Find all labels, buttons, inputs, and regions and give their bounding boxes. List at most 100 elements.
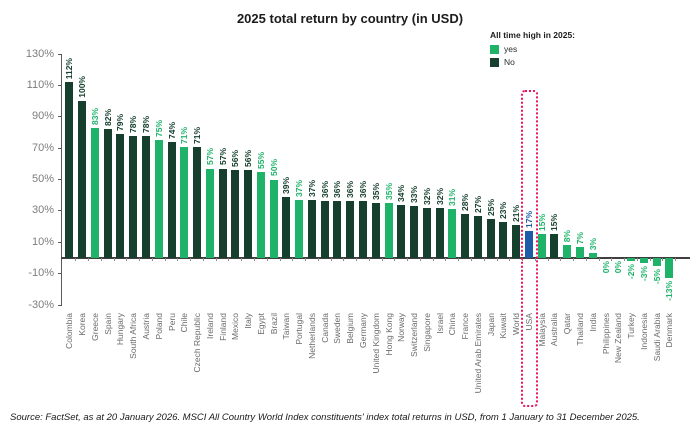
bar-value-label: 78% [128, 115, 139, 133]
bar [537, 234, 546, 258]
bar-column: 74% [165, 54, 179, 305]
bar [141, 135, 150, 258]
bar-column: 8% [561, 54, 575, 305]
y-axis-tick-label: 70% [31, 141, 54, 154]
bar-value-label: 3% [587, 237, 598, 251]
country-label-cell: Sweden [331, 313, 344, 413]
bar-value-label: 32% [434, 187, 445, 205]
country-label: United Kingdom [370, 313, 381, 374]
y-axis-tick-label: 10% [31, 235, 54, 248]
country-label-cell: Kuwait [497, 313, 510, 413]
country-label-cell: Poland [152, 313, 165, 413]
bar [588, 253, 597, 258]
country-label-cell: Chile [178, 313, 191, 413]
bar [563, 245, 572, 258]
country-label: Turkey [626, 313, 637, 339]
bar [90, 127, 99, 258]
x-axis-tick-mark [177, 257, 179, 261]
x-axis-tick-mark [675, 257, 677, 261]
country-label: Israel [434, 313, 445, 334]
country-label: Portugal [294, 313, 305, 345]
bar-column: 57% [203, 54, 217, 305]
country-label-cell: Greece [89, 313, 102, 413]
bar-value-label: 50% [268, 159, 279, 177]
country-label-cell: Mexico [229, 313, 242, 413]
country-label: Finland [217, 313, 228, 341]
country-label: Egypt [255, 313, 266, 335]
bar-value-label: 0% [613, 260, 624, 274]
country-label: Sweden [332, 313, 343, 344]
bar-value-label: 100% [77, 76, 88, 99]
bar-value-label: 32% [421, 187, 432, 205]
bar-value-label: 57% [217, 148, 228, 166]
bar-column: 31% [446, 54, 460, 305]
country-label: Colombia [64, 313, 75, 349]
country-label-cell: World [510, 313, 523, 413]
bar-value-label: 17% [523, 211, 534, 229]
bar-column: 36% [357, 54, 370, 305]
country-label-cell: France [459, 313, 472, 413]
bar [576, 246, 584, 258]
x-axis-tick-mark [100, 257, 102, 261]
bar [665, 257, 674, 279]
bar [193, 146, 202, 258]
country-label-cell: Ireland [203, 313, 216, 413]
country-label-cell: Belgium [344, 313, 357, 413]
bar [524, 231, 533, 258]
bar-value-label: 25% [485, 198, 496, 216]
bar-column: 32% [433, 54, 447, 305]
bar-value-label: 37% [294, 179, 305, 197]
bar [397, 204, 406, 258]
bar-column: 27% [472, 54, 485, 305]
bar-column: 34% [395, 54, 409, 305]
x-labels: Colombia Korea Greece Spain Hungary South Afr… [63, 313, 676, 413]
country-label: Italy [243, 313, 254, 329]
bar-column: 36% [344, 54, 358, 305]
country-label: Philippines [600, 313, 611, 355]
country-label: Czech Republic [192, 313, 203, 373]
country-label-cell: United Kingdom [369, 313, 382, 413]
bar-value-label: -5% [651, 268, 662, 284]
country-label: Hong Kong [383, 313, 394, 356]
bar-column: 75% [152, 54, 166, 305]
bar-value-label: 36% [319, 181, 330, 199]
bar-column: 35% [382, 54, 396, 305]
country-label-cell: Australia [548, 313, 561, 413]
bar [410, 206, 419, 258]
country-label-cell: Qatar [561, 313, 574, 413]
bar-column: 35% [369, 54, 383, 305]
country-label-cell: China [446, 313, 459, 413]
y-axis-tick-label: 30% [31, 204, 54, 217]
bar-value-label: -3% [638, 265, 649, 281]
bar [384, 203, 393, 258]
bar [244, 170, 253, 258]
legend-label-no: No [504, 57, 515, 67]
country-label-cell: Switzerland [408, 313, 421, 413]
x-axis-tick-mark [419, 257, 421, 261]
bar-value-label: 55% [255, 151, 266, 169]
country-label: Denmark [664, 313, 675, 348]
bar [320, 201, 329, 258]
country-label: Indonesia [638, 313, 649, 350]
bar-column: 112% [63, 54, 77, 305]
bar-column: 78% [127, 54, 141, 305]
country-label-cell: Austria [140, 313, 153, 413]
bar-value-label: 36% [345, 181, 356, 199]
country-label-cell: Israel [433, 313, 446, 413]
bar [499, 221, 508, 258]
country-label: Kuwait [498, 313, 509, 339]
x-axis-tick-mark [547, 257, 549, 261]
country-label: Qatar [562, 313, 573, 335]
country-label: USA [523, 313, 534, 331]
country-label-cell: Japan [484, 313, 497, 413]
bar [78, 101, 87, 258]
country-label: Spain [102, 313, 113, 335]
country-label-cell: USA [523, 313, 536, 413]
bar-column: 0% [612, 54, 626, 305]
bar-column: 78% [140, 54, 153, 305]
bar-column: 56% [242, 54, 255, 305]
legend-item-yes: yes [490, 44, 575, 54]
bar [129, 135, 138, 258]
bar-column: 17% [523, 54, 536, 305]
country-label-cell: Peru [165, 313, 178, 413]
